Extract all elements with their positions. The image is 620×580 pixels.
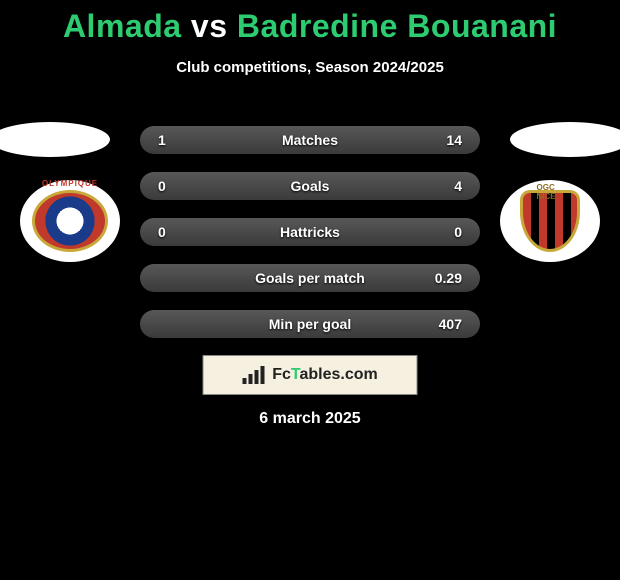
club-badge-right: OGC NICE (500, 180, 600, 262)
comparison-title: Almada vs Badredine Bouanani (0, 0, 620, 45)
player1-name: Almada (63, 8, 182, 44)
subtitle: Club competitions, Season 2024/2025 (0, 59, 620, 76)
club-badge-left: OLYMPIQUE (20, 180, 120, 262)
brand-suffix: ables.com (300, 366, 378, 383)
player1-avatar-placeholder (0, 122, 110, 157)
nice-badge: OGC NICE (500, 180, 600, 262)
stat-label: Matches (140, 132, 480, 148)
stat-row: 1Matches14 (140, 126, 480, 154)
lyon-badge: OLYMPIQUE (20, 180, 120, 262)
player2-avatar-placeholder (510, 122, 620, 157)
brand-bar (242, 378, 246, 384)
branding-text: FcTables.com (272, 366, 378, 384)
stat-value-left: 0 (158, 224, 166, 240)
stat-row: 0Goals4 (140, 172, 480, 200)
stat-label: Goals per match (140, 270, 480, 286)
player2-name: Badredine Bouanani (237, 8, 557, 44)
bar-chart-icon (242, 366, 264, 384)
stat-row: 0Hattricks0 (140, 218, 480, 246)
date-text: 6 march 2025 (0, 410, 620, 428)
nice-badge-text: OGC NICE (537, 183, 564, 201)
stat-label: Goals (140, 178, 480, 194)
stat-row: Goals per match0.29 (140, 264, 480, 292)
stat-value-right: 0 (454, 224, 462, 240)
brand-prefix: Fc (272, 366, 291, 383)
brand-bar (260, 366, 264, 384)
brand-bar (254, 370, 258, 384)
stat-value-right: 0.29 (435, 270, 462, 286)
stat-value-left: 1 (158, 132, 166, 148)
brand-highlight: T (291, 366, 300, 383)
stat-value-right: 14 (446, 132, 462, 148)
stats-container: 1Matches140Goals40Hattricks0Goals per ma… (140, 126, 480, 356)
branding-box: FcTables.com (203, 355, 418, 395)
stat-label: Min per goal (140, 316, 480, 332)
lyon-badge-text: OLYMPIQUE (42, 179, 98, 188)
stat-value-right: 4 (454, 178, 462, 194)
vs-text: vs (191, 8, 228, 44)
stat-value-right: 407 (439, 316, 462, 332)
stat-label: Hattricks (140, 224, 480, 240)
stat-row: Min per goal407 (140, 310, 480, 338)
brand-bar (248, 374, 252, 384)
stat-value-left: 0 (158, 178, 166, 194)
